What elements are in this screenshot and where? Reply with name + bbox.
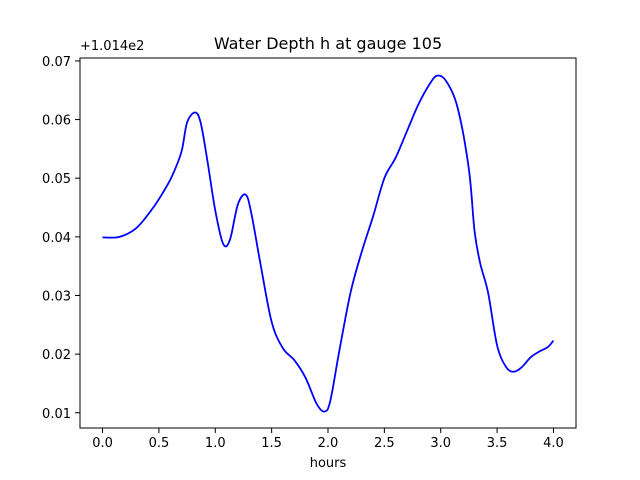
x-tick-label: 4.0 [543,436,564,451]
x-tick-label: 1.5 [261,436,282,451]
x-tick-label: 1.0 [205,436,226,451]
y-tick-label: 0.03 [42,289,71,304]
y-tick-label: 0.04 [42,231,71,246]
x-tick-label: 3.5 [487,436,508,451]
y-tick-label: 0.01 [42,407,71,422]
y-axis-offset-label: +1.014e2 [80,39,144,54]
y-tick-label: 0.02 [42,348,71,363]
x-tick-label: 3.0 [430,436,451,451]
x-tick-label: 2.5 [374,436,395,451]
x-tick-label: 2.0 [318,436,339,451]
y-tick-label: 0.06 [42,114,71,129]
x-tick-label: 0.0 [92,436,113,451]
x-tick-label: 0.5 [149,436,170,451]
y-tick-label: 0.07 [42,55,71,70]
x-axis-label: hours [310,456,347,471]
chart-title: Water Depth h at gauge 105 [214,34,442,53]
y-tick-label: 0.05 [42,172,71,187]
water-depth-line [102,74,555,413]
